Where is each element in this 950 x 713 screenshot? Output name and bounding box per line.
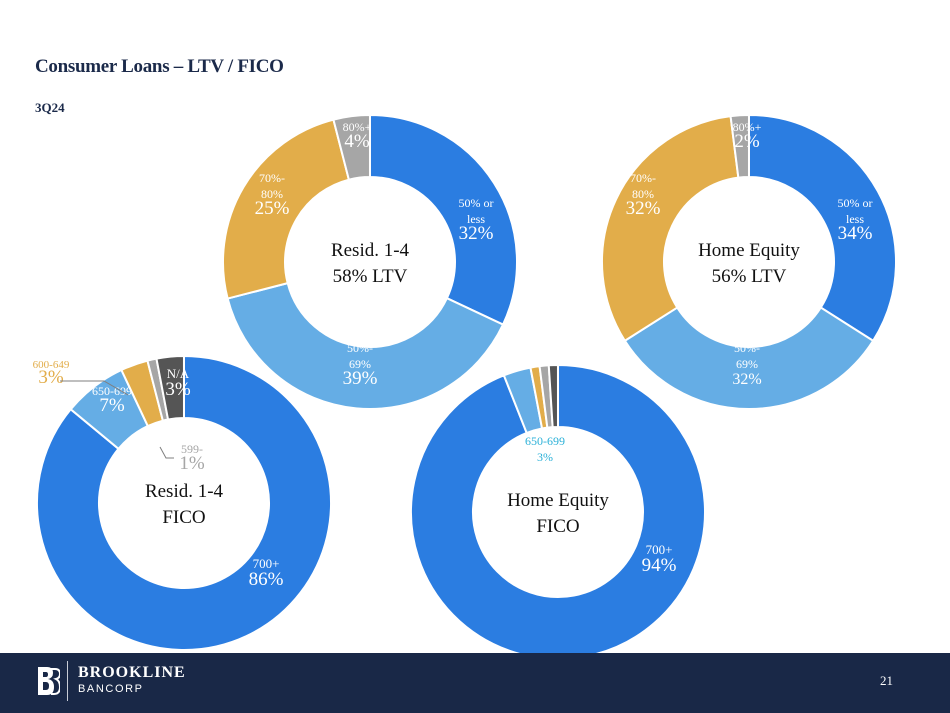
- slice-category: 80%: [261, 187, 283, 201]
- slice-70-80: [601, 115, 740, 343]
- slice-category: 80%: [632, 187, 654, 201]
- slice-value: 1%: [179, 453, 205, 474]
- center-label-line: 56% LTV: [712, 266, 787, 287]
- slice-category: less: [467, 212, 485, 226]
- slice-value: 32%: [459, 223, 494, 244]
- slice-category: 700+: [253, 556, 280, 571]
- slice-80: [729, 113, 750, 179]
- slice-category: 70%-: [630, 171, 656, 185]
- slice-category: 700+: [646, 542, 673, 557]
- slice-label-650-699: 650-699 3%: [525, 434, 565, 464]
- slice-value: 7%: [99, 395, 125, 416]
- slice-50-or-less: [369, 113, 518, 326]
- slice-value: 34%: [838, 223, 873, 244]
- slice-label-n-a: N/A3%: [165, 366, 191, 400]
- center-label-line: Resid. 1-4: [145, 481, 224, 502]
- slice-80: [332, 113, 371, 181]
- center-label-line: Resid. 1-4: [331, 240, 410, 261]
- slice-700: [410, 363, 706, 653]
- slice-label-70-80: 70%- 80%32%: [626, 171, 661, 219]
- slice-50-69: [623, 306, 875, 410]
- slice-category: 600-649: [33, 359, 70, 371]
- slice-category: N/A: [167, 366, 190, 381]
- slice-slice-4: [547, 363, 559, 429]
- slice-category: 69%: [349, 357, 371, 371]
- slice-value: 25%: [255, 198, 290, 219]
- slice-category: 599-: [181, 442, 203, 456]
- logo-divider: [67, 661, 68, 701]
- slice-value: 3%: [38, 367, 64, 388]
- slice-category: 50%-: [347, 341, 373, 355]
- slice-value: 94%: [642, 555, 677, 576]
- slice-label-80: 80%+2%: [733, 120, 762, 152]
- slice-value: 4%: [344, 131, 370, 152]
- slice-category: less: [846, 212, 864, 226]
- brand-name: BROOKLINE: [78, 664, 186, 681]
- slice-label-700: 700+86%: [249, 556, 284, 590]
- slice-value: 3%: [165, 379, 191, 400]
- slice-label-70-80: 70%- 80%25%: [255, 171, 290, 219]
- slice-n-a: [155, 354, 185, 421]
- slice-value: 39%: [343, 368, 378, 389]
- slice-value: 3%: [537, 450, 553, 464]
- slice-70-80: [222, 118, 351, 300]
- slice-label-700: 700+94%: [642, 542, 677, 576]
- slice-50-69: [226, 281, 505, 410]
- slice-value: 32%: [626, 198, 661, 219]
- slice-label-50-69: 50%- 69%32%: [732, 341, 761, 388]
- center-label-line: 58% LTV: [333, 266, 408, 287]
- donut-resid-fico: Resid. 1-4FICO700+86%650-6997%600-6493%5…: [33, 354, 332, 651]
- slice-category: 50% or: [838, 196, 873, 210]
- center-label-line: Home Equity: [507, 490, 609, 511]
- leader-line: [159, 446, 174, 459]
- slice-category: 650-699: [92, 384, 132, 398]
- leader-line: [60, 380, 129, 396]
- page-subtitle: 3Q24: [35, 100, 65, 115]
- slice-value: 86%: [249, 569, 284, 590]
- slice-label-50-69: 50%- 69%39%: [343, 341, 378, 389]
- brand-subname: BANCORP: [78, 683, 144, 695]
- slice-label-599: 599-1%: [159, 442, 205, 474]
- slice-category: 80%+: [343, 120, 372, 134]
- center-label-line: FICO: [162, 507, 205, 528]
- brookline-logo-icon: [38, 667, 60, 695]
- slice-value: 32%: [732, 371, 761, 388]
- center-label-line: FICO: [536, 516, 579, 537]
- page-number: 21: [880, 673, 893, 688]
- center-label-line: Home Equity: [698, 240, 800, 261]
- slice-category: 80%+: [733, 120, 762, 134]
- slice-50-or-less: [748, 113, 897, 343]
- slice-label-80: 80%+4%: [343, 120, 372, 152]
- slice-value: 2%: [734, 131, 760, 152]
- slice-700: [36, 354, 332, 651]
- slice-category: 650-699: [525, 434, 565, 448]
- slice-category: 50% or: [459, 196, 494, 210]
- slice-category: 50%-: [734, 341, 760, 355]
- footer-bar: BROOKLINE BANCORP 21: [0, 653, 950, 713]
- donut-home-equity-fico: Home Equity FICO 700+94% 650-699 3%: [410, 363, 706, 653]
- slice-category: 70%-: [259, 171, 285, 185]
- slice-category: 69%: [736, 357, 758, 371]
- page-title: Consumer Loans – LTV / FICO: [35, 56, 284, 77]
